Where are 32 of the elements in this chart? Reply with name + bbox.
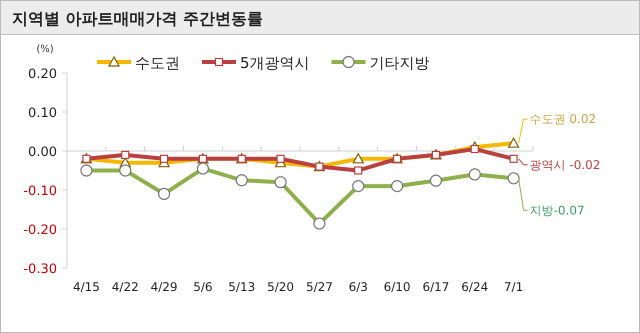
x-tick-label: 5/27 (306, 280, 333, 294)
x-tick-label: 6/3 (348, 280, 368, 294)
point (160, 154, 168, 163)
x-tick-label: 6/10 (384, 280, 411, 294)
annotation: 지방-0.07 (530, 203, 585, 218)
point (276, 154, 285, 163)
x-tick-label: 6/24 (461, 280, 488, 294)
x-tick-label: 4/22 (112, 280, 139, 294)
point (354, 166, 362, 175)
x-tick-label: 5/6 (193, 280, 213, 294)
y-tick-label: 0.00 (28, 145, 57, 160)
legend-label: 기타지방 (370, 54, 430, 72)
x-tick-label: 6/17 (422, 280, 450, 294)
x-tick-label: 7/1 (504, 280, 524, 294)
annotation: 수도권 0.02 (530, 112, 596, 126)
legend-label: 수도권 (135, 54, 180, 72)
y-tick-label: 0.20 (28, 67, 57, 82)
x-tick-label: 4/15 (72, 280, 100, 294)
chart-title: 지역별 아파트매매가격 주간변동률 (12, 9, 264, 28)
y-tick-label: -0.10 (23, 184, 57, 199)
x-tick-label: 5/13 (228, 280, 256, 294)
point (121, 150, 130, 159)
point (509, 154, 518, 163)
annotation: 광역시 -0.02 (530, 158, 600, 172)
y-tick-label: -0.30 (23, 262, 57, 277)
y-tick-label: 0.10 (28, 106, 57, 121)
legend-label: 5개광역시 (240, 54, 310, 72)
x-tick-label: 5/20 (267, 280, 294, 294)
y-tick-label: -0.20 (23, 223, 57, 238)
y-axis-title: (%) (36, 44, 54, 55)
x-tick-label: 4/29 (150, 280, 178, 294)
point (470, 144, 479, 154)
